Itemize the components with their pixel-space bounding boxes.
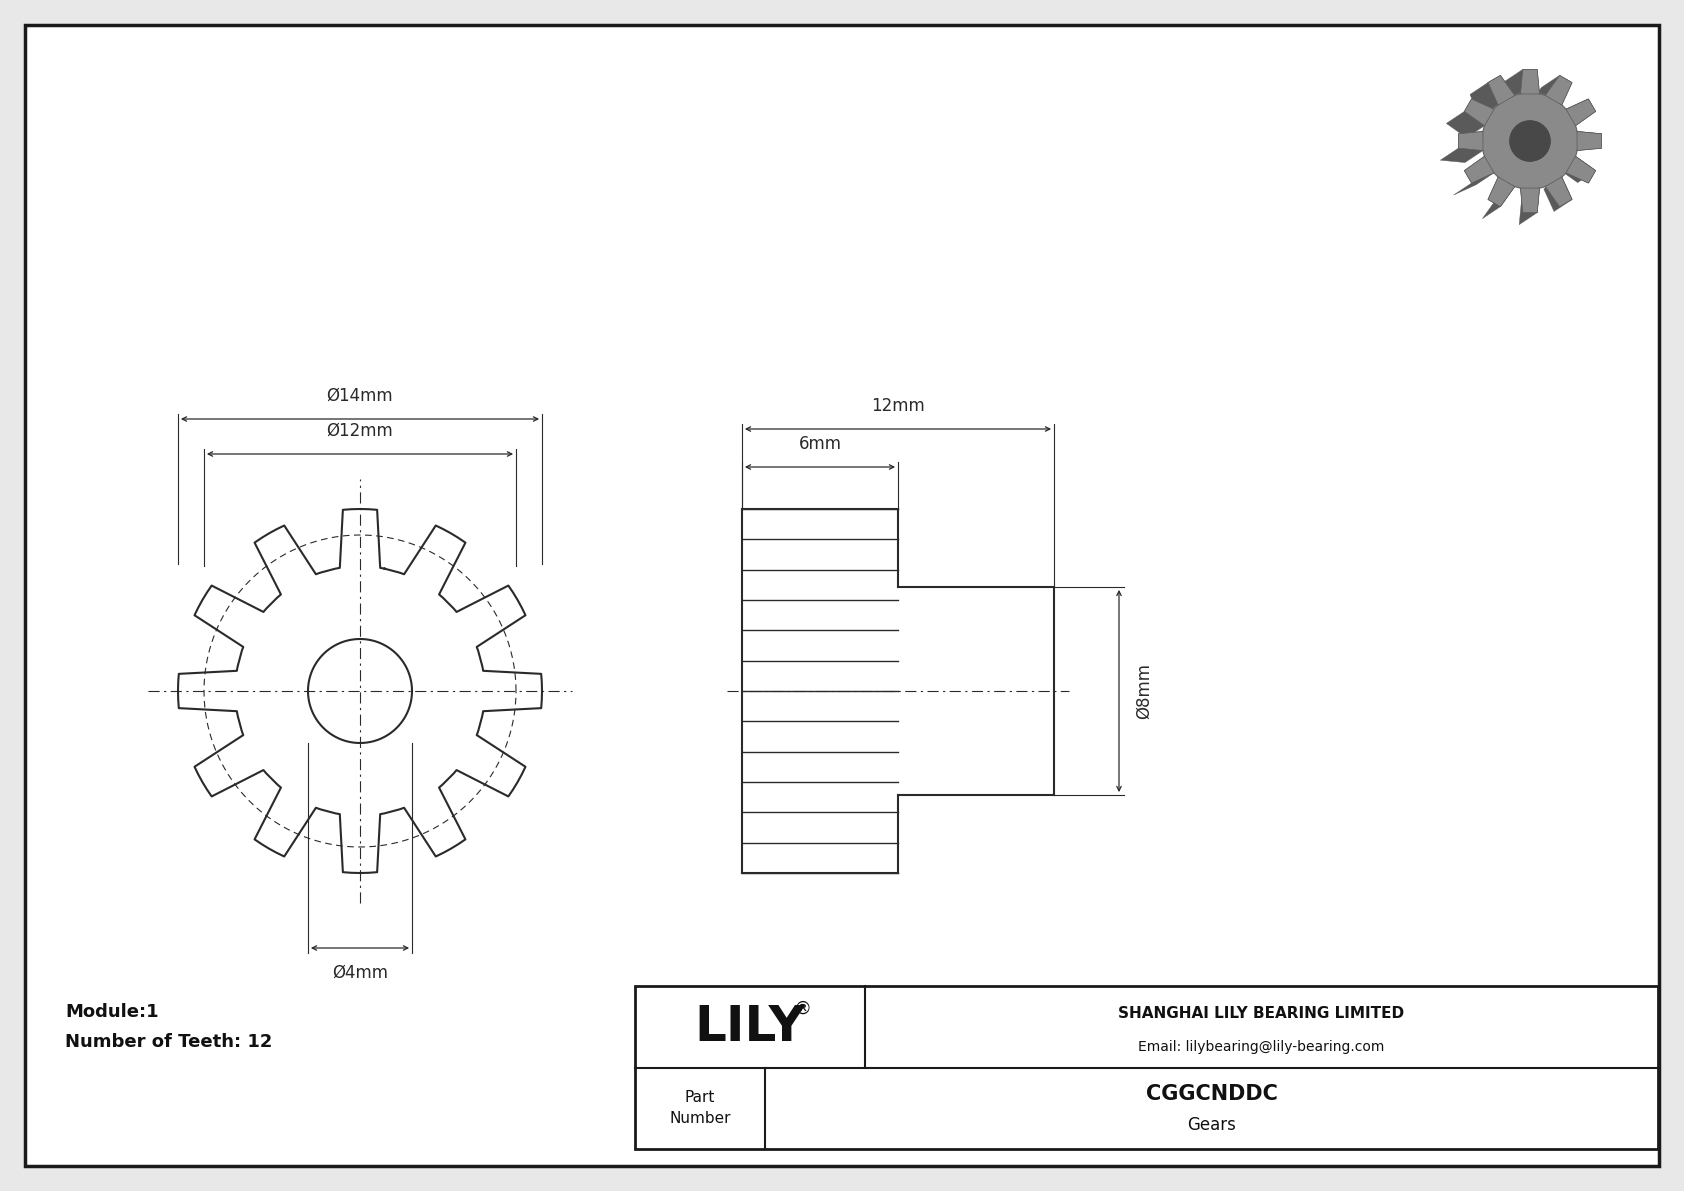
Polygon shape <box>1440 148 1484 162</box>
Text: Ø8mm: Ø8mm <box>1135 663 1154 719</box>
Polygon shape <box>1521 188 1539 213</box>
Text: Ø14mm: Ø14mm <box>327 387 394 405</box>
Polygon shape <box>1489 75 1514 105</box>
Polygon shape <box>1558 156 1596 182</box>
Polygon shape <box>1576 131 1601 150</box>
Polygon shape <box>1521 69 1539 94</box>
Polygon shape <box>1566 156 1596 183</box>
Polygon shape <box>1548 99 1588 121</box>
Circle shape <box>1511 121 1549 161</box>
Polygon shape <box>1559 131 1601 145</box>
Circle shape <box>1511 121 1549 161</box>
Polygon shape <box>1465 99 1494 126</box>
Text: Ø4mm: Ø4mm <box>332 964 387 983</box>
Polygon shape <box>1519 188 1539 225</box>
Text: Part
Number: Part Number <box>669 1090 731 1127</box>
Circle shape <box>1482 93 1578 189</box>
Polygon shape <box>1502 69 1522 106</box>
Polygon shape <box>1482 187 1514 219</box>
Polygon shape <box>1458 131 1484 150</box>
Circle shape <box>1492 133 1532 173</box>
Bar <box>1430 40 1630 241</box>
Text: Gears: Gears <box>1187 1116 1236 1134</box>
Polygon shape <box>1453 173 1494 195</box>
Polygon shape <box>1566 99 1596 126</box>
Polygon shape <box>1521 69 1539 94</box>
Polygon shape <box>1566 156 1596 183</box>
Text: LILY: LILY <box>694 1003 805 1050</box>
Text: SHANGHAI LILY BEARING LIMITED: SHANGHAI LILY BEARING LIMITED <box>1118 1006 1404 1022</box>
Text: Ø12mm: Ø12mm <box>327 422 394 439</box>
Polygon shape <box>1566 99 1596 126</box>
Text: ®: ® <box>793 999 812 1018</box>
Polygon shape <box>1546 177 1573 206</box>
Polygon shape <box>1532 121 1571 133</box>
Polygon shape <box>1546 75 1573 105</box>
Circle shape <box>1463 105 1559 201</box>
Polygon shape <box>1465 99 1494 126</box>
Polygon shape <box>1465 156 1494 183</box>
Polygon shape <box>1546 75 1573 105</box>
Text: 6mm: 6mm <box>798 435 842 453</box>
Polygon shape <box>1546 177 1573 206</box>
Polygon shape <box>1489 75 1514 105</box>
Polygon shape <box>1489 177 1514 206</box>
Text: 12mm: 12mm <box>871 397 925 414</box>
Polygon shape <box>1527 75 1559 107</box>
Polygon shape <box>1489 177 1514 206</box>
Polygon shape <box>1544 177 1573 212</box>
Polygon shape <box>1458 131 1484 150</box>
Bar <box>635 986 1659 1149</box>
Text: Module:1: Module:1 <box>66 1003 158 1021</box>
Text: CGGCNDDC: CGGCNDDC <box>1145 1084 1278 1104</box>
Polygon shape <box>1470 82 1499 117</box>
Text: Number of Teeth: 12: Number of Teeth: 12 <box>66 1033 273 1050</box>
Polygon shape <box>1465 156 1494 183</box>
Polygon shape <box>1521 188 1539 213</box>
Polygon shape <box>1447 112 1485 138</box>
Circle shape <box>1482 93 1578 189</box>
Polygon shape <box>1576 131 1601 150</box>
Text: Email: lilybearing@lily-bearing.com: Email: lilybearing@lily-bearing.com <box>1138 1041 1384 1054</box>
